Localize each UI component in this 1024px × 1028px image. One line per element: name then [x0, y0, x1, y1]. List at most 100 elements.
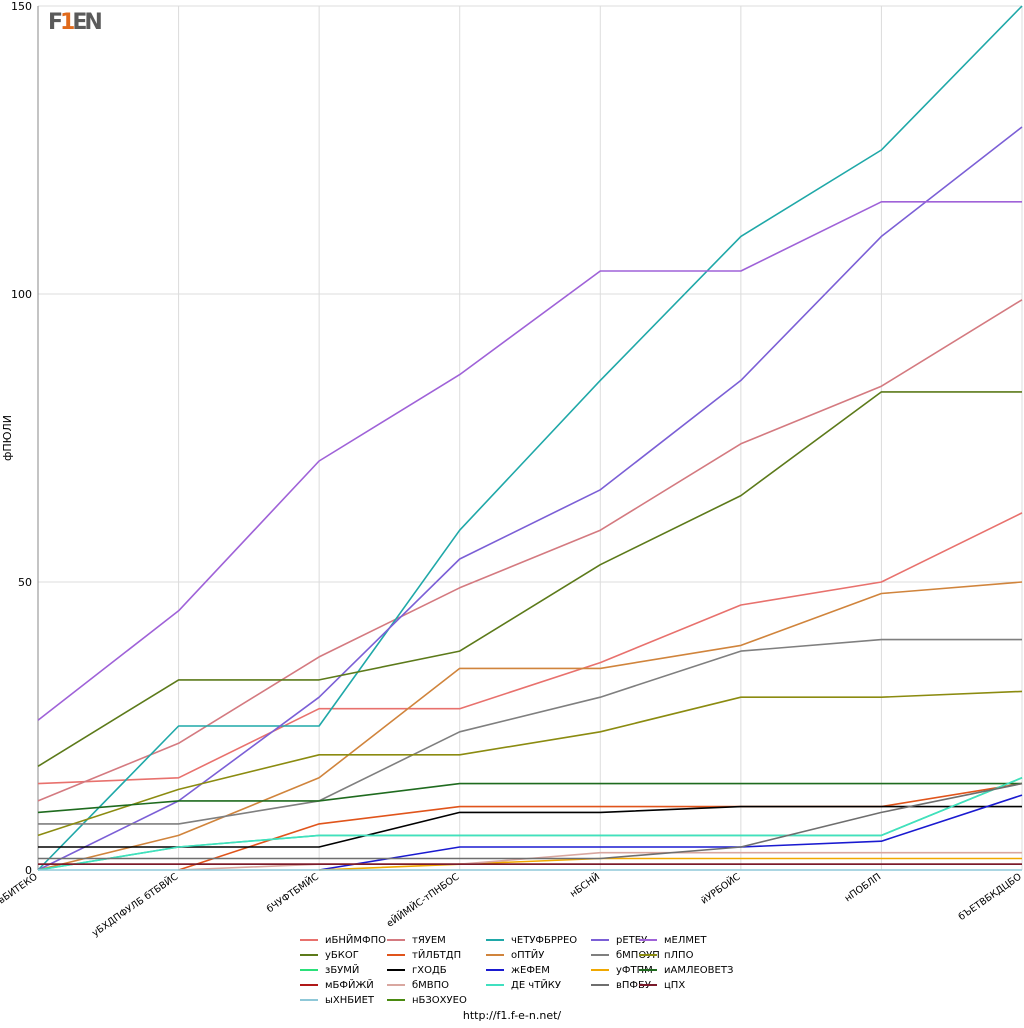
series-line [37, 690, 1023, 837]
legend-swatch [639, 969, 657, 971]
legend-label: нБЗОХУЕО [412, 995, 467, 1006]
legend-item: гХОДБ [387, 963, 477, 978]
legend-label: ыХНБИЕТ [325, 995, 375, 1006]
legend-swatch [387, 954, 405, 956]
legend-swatch [387, 939, 405, 941]
legend-item: бМВПО [387, 978, 477, 993]
legend-label: гХОДБ [412, 965, 447, 976]
legend-label: оПТЙУ [511, 950, 545, 961]
legend-column: мЕЛМЕТ пЛПО иАМЛЕОВЕТЗ цПХ [639, 933, 733, 993]
legend-column: тЯУЕМ тЙЛБТДП гХОДБ бМВПО нБЗОХУЕО [387, 933, 477, 1008]
y-tick-label: 100 [11, 288, 32, 301]
series-line [37, 777, 1023, 871]
legend-label: вПФБУ [616, 980, 651, 991]
legend-item: рЕТЕУ [591, 933, 681, 948]
series-line [37, 201, 1022, 721]
x-tick-label: нПОБЛП [843, 871, 883, 904]
legend-label: цПХ [664, 980, 686, 991]
legend-item: мЕЛМЕТ [639, 933, 729, 948]
series-line [37, 581, 1023, 871]
legend-label: пЛПО [664, 950, 694, 961]
logo-letter-1: 1 [60, 10, 75, 35]
grid [37, 5, 1023, 871]
legend-item: нБЗОХУЕО [387, 993, 477, 1008]
legend-label: чЕТУФБРРЕО [511, 935, 578, 946]
legend-label: зБУМЙ [325, 965, 360, 976]
legend-item: тЙЛБТДП [387, 948, 477, 963]
x-tick-label: вБИТЕКО [0, 871, 40, 906]
legend-item: вПФБУ [591, 978, 681, 993]
f1en-logo: F1EN [48, 10, 103, 36]
legend-swatch [639, 984, 657, 986]
x-tick-label: уБХДПФУЛБ бТБВЙС [90, 870, 181, 939]
legend-swatch [639, 954, 657, 956]
series-line [37, 299, 1023, 802]
legend-swatch [486, 939, 504, 941]
series-line [38, 805, 1022, 848]
legend-item: бМПОУП [591, 948, 681, 963]
legend-item: чЕТУФБРРЕО [486, 933, 578, 948]
x-tick-label: йУРБОЙС [698, 870, 742, 906]
legend-item: мБФЙЖЙ [300, 978, 390, 993]
y-tick-label: 50 [18, 576, 32, 589]
legend-swatch [591, 939, 609, 941]
legend-swatch [300, 939, 318, 941]
logo-letters-en: EN [72, 10, 103, 35]
legend-item: цПХ [639, 978, 729, 993]
legend-item: иБНЙМФПО [300, 933, 390, 948]
legend-label: ДЕ чТЙКУ [511, 980, 561, 991]
y-axis-label: фПЮЛИ [1, 415, 14, 461]
legend-label: мБФЙЖЙ [325, 980, 374, 991]
legend-swatch [591, 954, 609, 956]
series-line [37, 5, 1023, 871]
legend-item: уФТПМ [591, 963, 681, 978]
legend-item: жЕФЕМ [486, 963, 576, 978]
legend-item: пЛПО [639, 948, 729, 963]
x-tick-label: бЧУФТБМЙС [264, 870, 321, 915]
legend-item: уБКОГ [300, 948, 390, 963]
legend-label: рЕТЕУ [616, 935, 648, 946]
legend-column: чЕТУФБРРЕО оПТЙУ жЕФЕМ ДЕ чТЙКУ [486, 933, 578, 993]
series-lines [37, 5, 1023, 871]
y-tick-label: 0 [25, 864, 32, 877]
legend-item: ыХНБИЕТ [300, 993, 390, 1008]
legend-swatch [387, 984, 405, 986]
series-line [37, 777, 1023, 871]
x-tick-label: бЪЕТВБКДЦБО [957, 871, 1024, 923]
legend-label: иБНЙМФПО [325, 935, 386, 946]
legend-label: мЕЛМЕТ [664, 935, 707, 946]
legend-label: бМПОУП [616, 950, 660, 961]
legend-item: оПТЙУ [486, 948, 576, 963]
logo-letter-f: F [48, 10, 63, 35]
legend-label: уБКОГ [325, 950, 359, 961]
legend-item: зБУМЙ [300, 963, 390, 978]
series-line [37, 512, 1023, 785]
legend-swatch [591, 969, 609, 971]
footer-url: http://f1.f-e-n.net/ [462, 1009, 562, 1022]
series-line [37, 126, 1023, 871]
legend-item: иАМЛЕОВЕТЗ [639, 963, 733, 978]
series-line [38, 638, 1022, 825]
series-line [37, 782, 1022, 814]
legend-swatch [300, 954, 318, 956]
series-line [318, 794, 1023, 871]
legend-label: тЙЛБТДП [412, 950, 462, 961]
legend-swatch [486, 984, 504, 986]
legend-swatch [300, 999, 318, 1001]
legend-label: иАМЛЕОВЕТЗ [664, 965, 734, 976]
x-tick-label: еЙЙМЙС-тПНБОС [384, 870, 462, 929]
legend-item: тЯУЕМ [387, 933, 477, 948]
legend-swatch [591, 984, 609, 986]
legend-label: бМВПО [412, 980, 450, 991]
series-line [37, 391, 1022, 767]
legend-label: жЕФЕМ [511, 965, 550, 976]
legend-label: тЯУЕМ [412, 935, 446, 946]
legend-swatch [300, 984, 318, 986]
legend-item: ДЕ чТЙКУ [486, 978, 576, 993]
legend-column: иБНЙМФПО уБКОГ зБУМЙ мБФЙЖЙ ыХНБИЕТ [300, 933, 390, 1008]
y-tick-label: 150 [11, 0, 32, 13]
legend-label: уФТПМ [616, 965, 653, 976]
legend-column: рЕТЕУ бМПОУП уФТПМ вПФБУ [591, 933, 681, 993]
